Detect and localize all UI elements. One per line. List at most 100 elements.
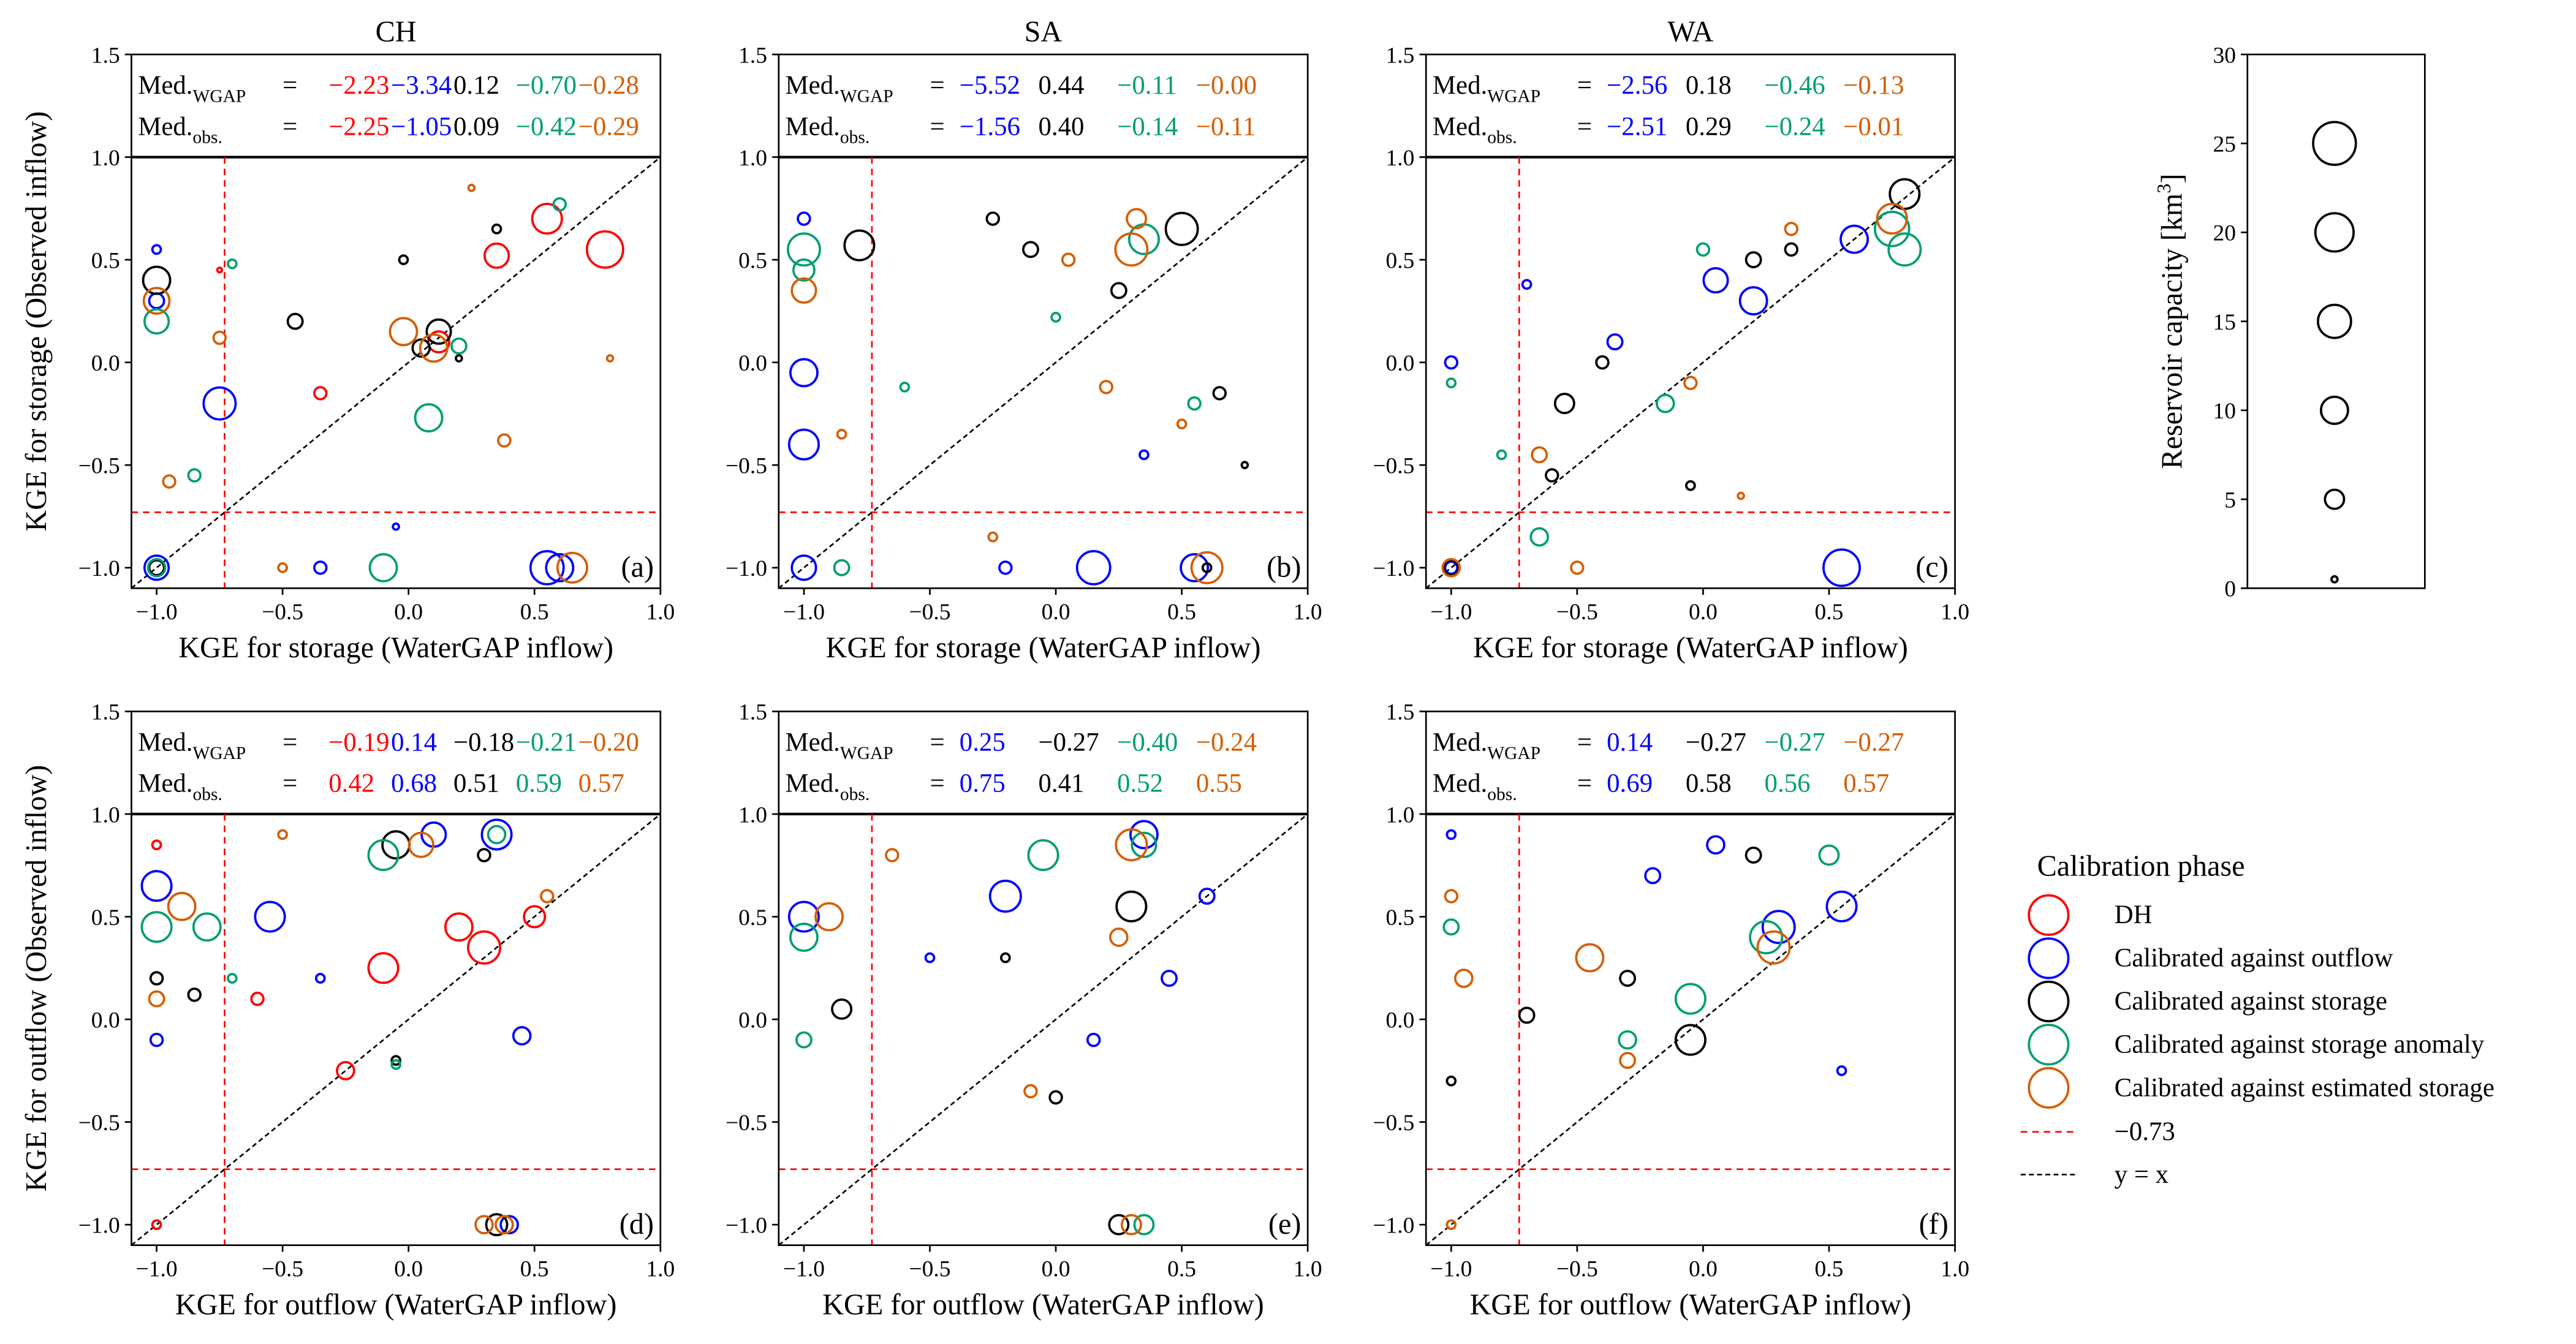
median-value: 0.59: [516, 769, 562, 798]
data-point: [843, 229, 876, 262]
data-point: [1818, 844, 1840, 866]
data-point: [1061, 252, 1076, 267]
x-tick-label: 0.5: [1167, 1257, 1196, 1282]
median-value: −2.23: [328, 71, 389, 100]
label-text: Reservoir capacity [km: [2156, 194, 2189, 469]
median-value: −0.28: [578, 71, 639, 100]
size-circle: [2330, 575, 2339, 584]
data-point: [523, 905, 547, 929]
median-label-text: Med.: [1433, 769, 1487, 798]
data-point: [1115, 828, 1148, 862]
y-tick-label: −1.0: [1373, 556, 1414, 581]
data-point: [1129, 820, 1159, 850]
legend-marker: [2028, 894, 2070, 936]
median-value: −0.13: [1843, 71, 1904, 100]
median-value: 0.69: [1607, 769, 1653, 798]
identity-line: [778, 156, 1309, 589]
axes-frame: [1425, 711, 1956, 1247]
data-point: [1876, 202, 1908, 235]
data-point: [1086, 1032, 1101, 1048]
median-subscript: obs.: [193, 785, 222, 804]
x-tick-label: −0.5: [1556, 1257, 1598, 1282]
median-value: 0.68: [391, 769, 437, 798]
x-axis-label: KGE for outflow (WaterGAP inflow): [175, 1288, 617, 1321]
median-wgap-label: Med.WGAP: [786, 71, 893, 106]
data-point: [314, 973, 326, 984]
median-value: 0.51: [453, 769, 499, 798]
legend-marker: [2028, 937, 2070, 980]
data-point: [1518, 1006, 1536, 1024]
y-tick-label: −0.5: [1373, 1111, 1414, 1136]
panel-title: SA: [1025, 15, 1063, 48]
phase-legend: Calibration phase DH Calibrated against ou…: [2020, 850, 2495, 1189]
data-point: [1553, 393, 1575, 415]
x-axis-label: KGE for outflow (WaterGAP inflow): [1470, 1288, 1912, 1321]
data-point: [1444, 889, 1459, 904]
label-sup: 3: [2153, 184, 2175, 194]
median-label-text: Med.: [786, 112, 840, 141]
median-equals: =: [930, 71, 945, 100]
median-obs-label: Med.obs.: [138, 112, 222, 147]
data-point: [987, 531, 999, 543]
median-label-text: Med.: [786, 769, 840, 798]
data-point: [368, 553, 398, 583]
data-point: [313, 386, 328, 401]
data-point: [1131, 831, 1157, 858]
median-value: −0.70: [516, 71, 577, 100]
panel-title: WA: [1667, 15, 1713, 48]
median-equals: =: [1577, 71, 1592, 100]
legend-title: Calibration phase: [2037, 850, 2245, 882]
y-tick-label: 1.0: [1386, 802, 1415, 828]
data-point: [467, 183, 476, 192]
x-tick-label: 0.5: [1167, 600, 1196, 625]
data-point: [149, 971, 164, 986]
data-point: [790, 277, 817, 304]
median-value: −0.14: [1117, 112, 1178, 141]
data-point: [483, 242, 510, 269]
median-value: 0.42: [328, 769, 374, 798]
y-tick-label: 10: [2213, 399, 2236, 424]
data-point: [146, 557, 167, 578]
data-point: [789, 358, 819, 388]
median-value: 0.58: [1686, 769, 1732, 798]
panel-letter: (e): [1268, 1208, 1301, 1240]
data-point: [1738, 286, 1768, 315]
points: [1442, 829, 1858, 1231]
median-equals: =: [1577, 769, 1592, 798]
median-value: 0.12: [453, 71, 499, 100]
median-value: −5.52: [960, 71, 1020, 100]
data-point: [425, 318, 452, 345]
data-point: [381, 830, 411, 860]
data-point: [1706, 835, 1726, 855]
data-point: [1685, 480, 1696, 491]
data-point: [277, 829, 289, 840]
data-point: [552, 197, 567, 212]
data-point: [167, 891, 197, 921]
y-tick-label: 20: [2213, 221, 2236, 246]
data-point: [1126, 208, 1148, 230]
data-point: [216, 266, 224, 274]
data-point: [1212, 386, 1227, 401]
data-point: [1683, 376, 1698, 390]
identity-line: [1425, 813, 1956, 1246]
x-tick-label: 0.0: [394, 1257, 423, 1282]
data-point: [1529, 527, 1550, 547]
median-value: −0.24: [1765, 112, 1825, 141]
x-tick-label: 1.0: [646, 600, 675, 625]
data-point: [254, 900, 286, 933]
median-obs-label: Med.obs.: [1433, 769, 1517, 804]
data-point: [143, 308, 170, 335]
median-subscript: obs.: [193, 128, 222, 148]
y-tick-label: 1.5: [738, 43, 767, 68]
y-tick-label: −1.0: [1373, 1214, 1414, 1239]
y-tick-label: 5: [2224, 488, 2236, 513]
median-equals: =: [282, 769, 297, 798]
median-subscript: WGAP: [193, 87, 246, 107]
y-tick-label: 1.5: [1386, 43, 1415, 68]
data-point: [1099, 380, 1114, 395]
data-point: [1445, 1075, 1457, 1087]
data-point: [795, 1031, 813, 1049]
y-tick-label: −0.5: [725, 454, 767, 479]
y-tick-label: 1.5: [1386, 700, 1415, 725]
